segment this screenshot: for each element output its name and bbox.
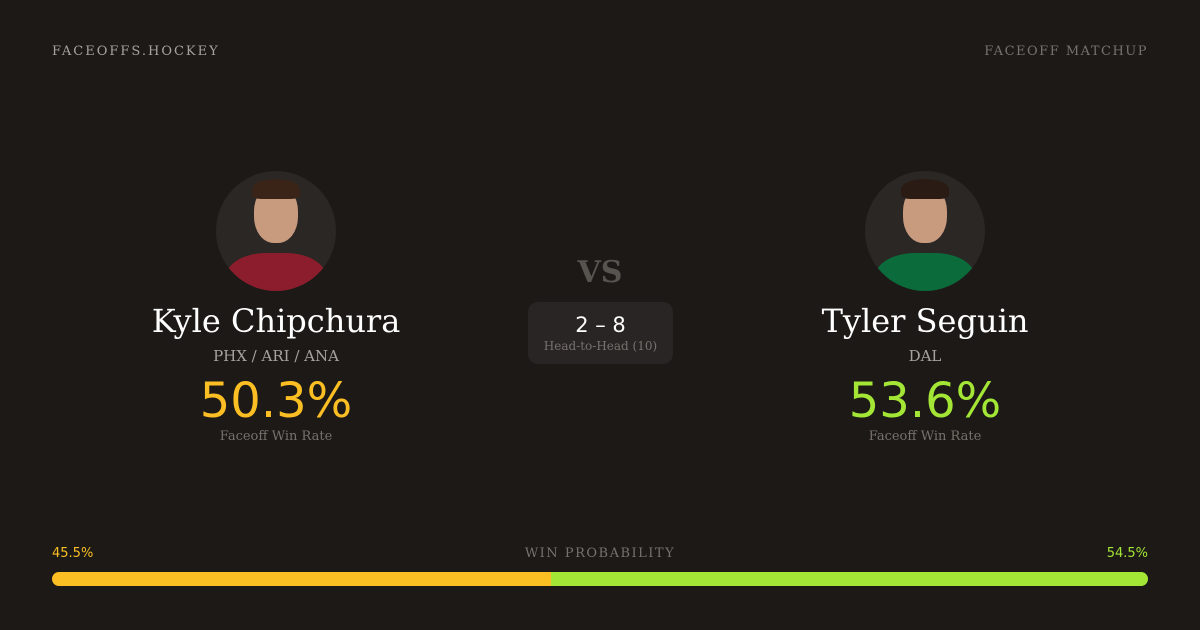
h2h-label: Head-to-Head (10) [543,339,658,353]
brand-logo: FACEOFFS.HOCKEY [52,44,220,59]
page-tag: FACEOFF MATCHUP [984,44,1148,59]
head-to-head-card: 2 – 8 Head-to-Head (10) [528,302,673,364]
win-rate: 50.3% [199,373,353,429]
player-photo [216,171,336,291]
player-left: Kyle Chipchura PHX / ARI / ANA 50.3% Fac… [96,171,456,444]
win-probability-bar [52,572,1148,586]
player-photo [865,171,985,291]
win-rate-label: Faceoff Win Rate [219,429,333,444]
win-prob-left-fill [52,572,551,586]
h2h-score: 2 – 8 [575,313,626,337]
win-rate-label: Faceoff Win Rate [868,429,982,444]
vs-label: VS [577,255,623,290]
win-prob-label: WIN PROBABILITY [524,546,676,561]
win-prob-right-fill [550,572,1148,586]
player-teams: PHX / ARI / ANA [213,347,339,365]
win-prob-left: 45.5% [52,546,94,561]
player-right: Tyler Seguin DAL 53.6% Faceoff Win Rate [745,171,1105,444]
player-teams: DAL [908,347,942,365]
player-name: Kyle Chipchura [151,302,401,340]
player-name: Tyler Seguin [821,302,1029,340]
win-rate: 53.6% [848,373,1002,429]
win-prob-right: 54.5% [1106,546,1148,561]
